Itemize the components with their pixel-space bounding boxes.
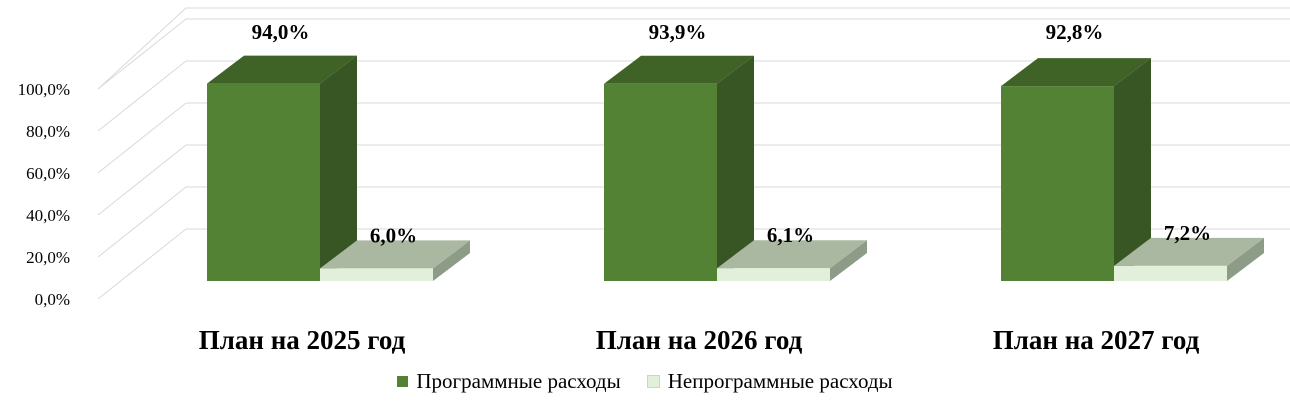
gridline-side [97, 7, 187, 90]
gridline-side [97, 228, 187, 300]
category-label: План на 2026 год [596, 325, 803, 355]
legend-label-nonprogram: Непрограммные расходы [667, 369, 893, 393]
bar-front [604, 83, 717, 281]
data-label: 93,9% [649, 20, 707, 44]
legend-item-nonprogram: Непрограммные расходы [646, 369, 893, 394]
legend-swatch-nonprogram [646, 375, 660, 388]
bar-top [1001, 58, 1151, 87]
data-label: 94,0% [252, 20, 310, 44]
bar-front [717, 268, 830, 281]
data-label: 7,2% [1164, 221, 1211, 245]
legend: Программные расходы Непрограммные расход… [0, 369, 1290, 394]
bar-side [433, 240, 470, 281]
y-tick-label: 20,0% [26, 248, 70, 267]
category-label: План на 2027 год [993, 325, 1200, 355]
gridline-side [97, 60, 187, 132]
bar-side [1114, 58, 1151, 282]
gridline-side [97, 18, 187, 90]
y-tick-label: 100,0% [18, 80, 70, 99]
bar-front [1001, 86, 1114, 282]
gridline-side [97, 144, 187, 216]
bar-nonprogram [1114, 237, 1264, 281]
y-tick-label: 60,0% [26, 164, 70, 183]
y-tick-label: 0,0% [35, 290, 70, 309]
bar-top [717, 240, 867, 269]
bar-top [320, 240, 470, 269]
gridline-side [97, 102, 187, 174]
gridline-side [97, 186, 187, 258]
y-tick-label: 40,0% [26, 206, 70, 225]
category-label: План на 2025 год [199, 325, 406, 355]
bars: 94,0% 6,0% 93,9% 6,1% 92,8% 7,2% [207, 20, 1264, 282]
bar-front [207, 83, 320, 281]
bar-side [1227, 237, 1264, 281]
data-label: 6,0% [370, 223, 417, 247]
legend-swatch-program [397, 376, 409, 387]
bar-front [320, 268, 433, 281]
bar-program [207, 55, 357, 281]
bar-top [1114, 237, 1264, 266]
bar-nonprogram [320, 240, 470, 281]
bar-top [604, 55, 754, 84]
bar-front [1114, 265, 1227, 281]
bar-top [207, 55, 357, 84]
bar-side [717, 55, 754, 282]
legend-label-program: Программные расходы [416, 369, 621, 393]
y-tick-label: 80,0% [26, 122, 70, 141]
data-label: 92,8% [1046, 20, 1104, 44]
bar-program [604, 55, 754, 282]
category-labels: План на 2025 год План на 2026 год План на … [199, 325, 1200, 355]
data-label: 6,1% [767, 223, 814, 247]
y-axis-ticks: 0,0% 20,0% 40,0% 60,0% 80,0% 100,0% [18, 80, 70, 309]
bar-side [320, 55, 357, 281]
bar-nonprogram [717, 240, 867, 281]
legend-item-program: Программные расходы [397, 369, 621, 394]
bar-program [1001, 58, 1151, 282]
bar-side [830, 240, 867, 281]
